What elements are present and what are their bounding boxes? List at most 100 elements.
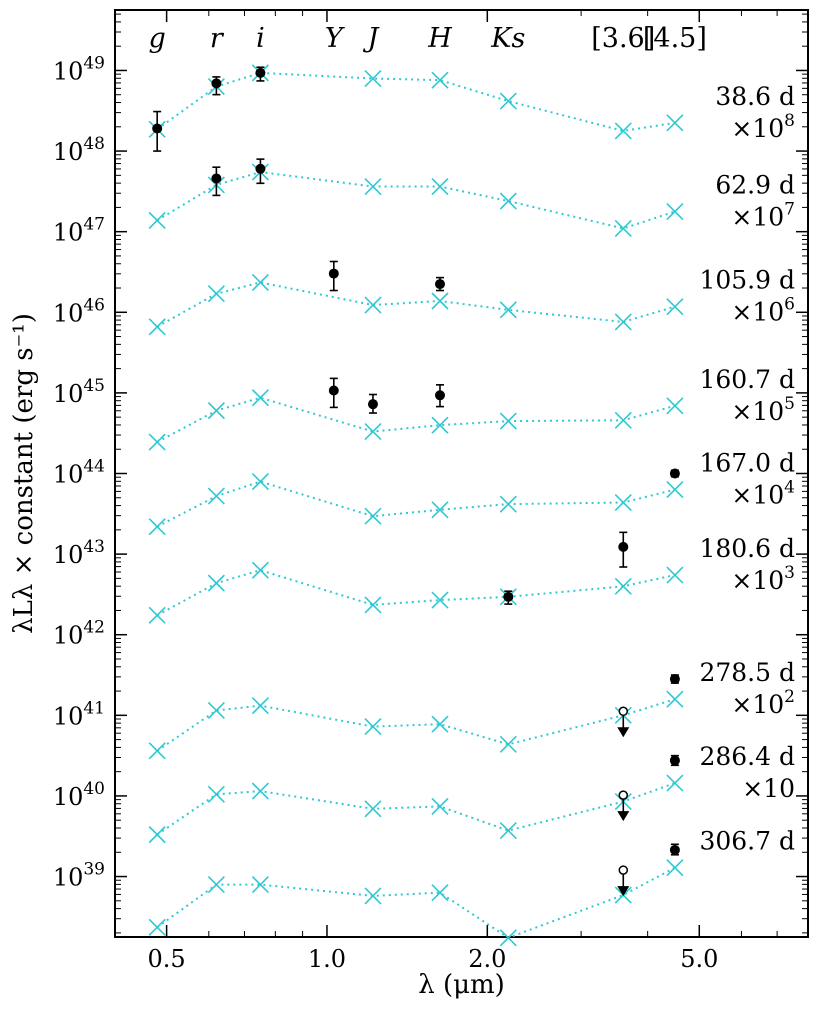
model-point (666, 114, 684, 132)
model-point-stroke (666, 481, 684, 499)
model-point (499, 929, 517, 947)
observed-point (367, 399, 378, 410)
model-point (614, 577, 632, 595)
model-point (251, 782, 269, 800)
model-point (251, 389, 269, 407)
model-point-stroke (431, 715, 449, 733)
model-point (364, 887, 382, 905)
model-point-stroke (148, 742, 166, 760)
upper-limit-arrow (617, 886, 630, 897)
model-point (666, 566, 684, 584)
model-point-stroke (207, 785, 225, 803)
observed-point (434, 390, 445, 401)
model-point-stroke (148, 918, 166, 936)
model-point (148, 318, 166, 336)
model-point (207, 701, 225, 720)
observed-point (669, 755, 680, 766)
epoch-label: 105.9 d (699, 266, 795, 295)
y-tick-label: 1040 (53, 779, 105, 811)
scale-label: ×106 (731, 295, 795, 327)
model-point (666, 298, 684, 316)
model-point (251, 876, 269, 894)
model-point (207, 487, 225, 505)
band-label: J (363, 23, 381, 54)
model-point-stroke (499, 192, 517, 210)
model-point (148, 211, 166, 229)
observed-point (503, 591, 514, 602)
model-point (666, 859, 684, 877)
model-point-stroke (251, 876, 269, 894)
model-point-stroke (251, 389, 269, 407)
model-point (614, 122, 632, 140)
epoch-label: 160.7 d (699, 365, 795, 394)
model-point-stroke (614, 313, 632, 331)
observed-point (328, 385, 339, 396)
model-point (148, 826, 166, 844)
model-point (364, 507, 382, 525)
model-point-stroke (614, 122, 632, 140)
band-label: i (256, 23, 265, 54)
model-point-stroke (499, 822, 517, 840)
observed-point (669, 844, 680, 855)
model-point (364, 596, 382, 614)
model-point-stroke (666, 690, 684, 708)
observed-point (434, 279, 445, 290)
model-point-stroke (364, 423, 382, 441)
model-point-stroke (614, 577, 632, 595)
model-point-stroke (364, 718, 382, 736)
model-point-stroke (499, 92, 517, 110)
model-point (666, 397, 684, 415)
y-tick-label: 1045 (53, 376, 105, 408)
series-group (148, 158, 684, 238)
model-point (614, 411, 632, 429)
model-point (666, 774, 684, 792)
model-point (207, 785, 225, 803)
y-tick-label: 1049 (53, 53, 105, 85)
series-group (148, 260, 684, 336)
model-point (614, 313, 632, 331)
model-point (431, 715, 449, 733)
model-point-stroke (431, 416, 449, 434)
model-point (499, 412, 517, 430)
x-tick-label: 1.0 (308, 945, 346, 973)
model-line (156, 698, 676, 752)
model-point (148, 918, 166, 936)
model-point (148, 606, 166, 624)
model-line (156, 281, 676, 328)
upper-limit-point (618, 865, 629, 875)
model-point (148, 433, 166, 451)
y-tick-label: 1044 (53, 457, 105, 489)
model-point-stroke (364, 800, 382, 818)
model-line (156, 171, 676, 230)
scale-label: ×102 (731, 687, 795, 719)
model-point (148, 518, 166, 536)
upper-limit-point (618, 790, 629, 800)
observed-point (255, 67, 266, 78)
model-point-stroke (431, 501, 449, 519)
model-point (431, 71, 449, 89)
model-point (251, 697, 269, 715)
observed-point (618, 541, 629, 552)
series-group (148, 674, 684, 760)
model-point-stroke (207, 701, 225, 720)
model-point (364, 800, 382, 818)
model-point (207, 285, 225, 303)
model-point (431, 501, 449, 519)
epoch-label: 278.5 d (699, 658, 795, 687)
model-point (251, 273, 269, 292)
model-point-stroke (207, 402, 225, 420)
band-label: Ks (490, 23, 525, 54)
model-point (431, 292, 449, 310)
model-point-stroke (364, 69, 382, 88)
model-point-stroke (614, 219, 632, 238)
band-label: r (210, 23, 225, 54)
model-point-stroke (431, 177, 449, 196)
model-point-stroke (499, 412, 517, 430)
model-point-stroke (614, 493, 632, 512)
model-point-stroke (499, 495, 517, 513)
model-point-stroke (666, 774, 684, 792)
y-tick-label: 1046 (53, 295, 105, 327)
model-point-stroke (251, 273, 269, 292)
band-label: [4.5] (643, 23, 707, 54)
